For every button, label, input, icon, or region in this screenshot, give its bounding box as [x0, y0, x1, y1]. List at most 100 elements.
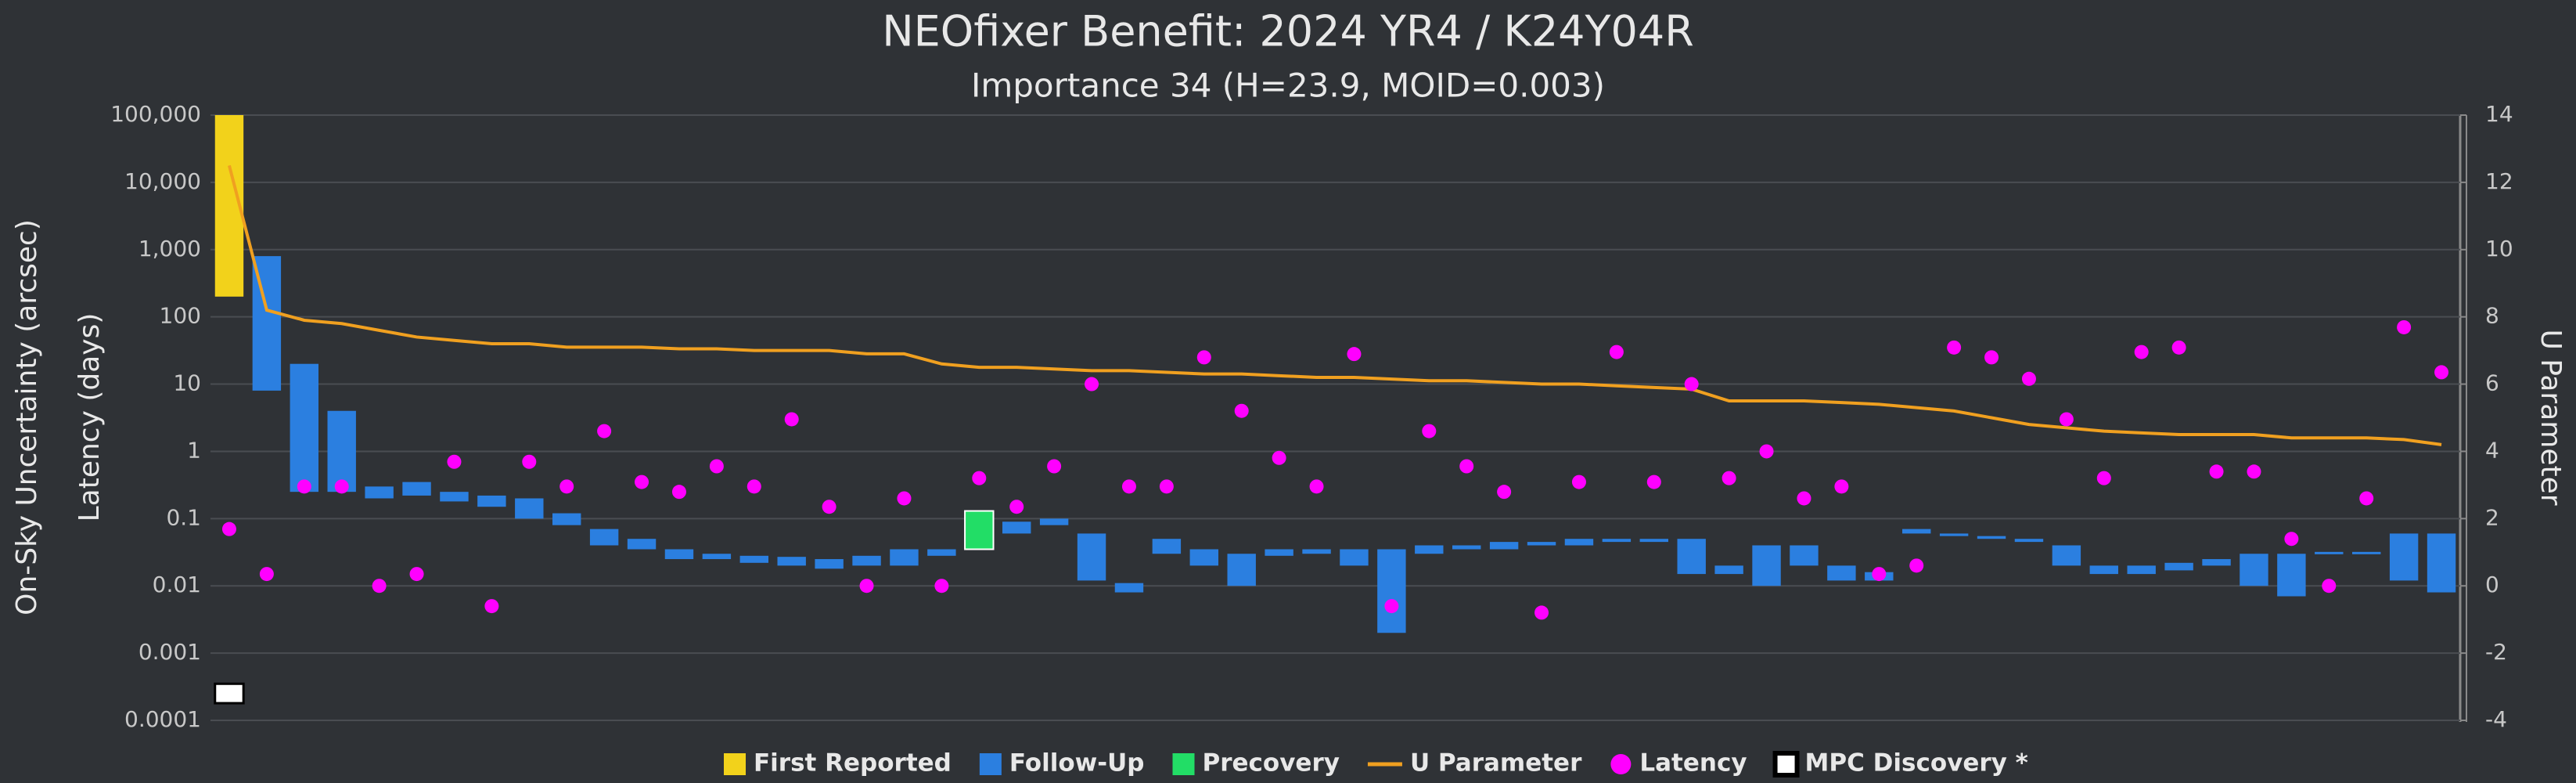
point	[859, 579, 874, 594]
point	[822, 500, 836, 514]
point	[1984, 350, 1999, 365]
bar	[1827, 565, 1856, 581]
y-tick-label: 0.01	[153, 572, 201, 597]
point	[1722, 471, 1736, 485]
point	[1571, 474, 1586, 489]
legend-item: Latency	[1610, 749, 1747, 778]
legend-swatch	[1172, 753, 1195, 775]
bar	[964, 510, 995, 550]
point	[259, 567, 274, 582]
point	[2171, 340, 2186, 355]
bar	[1152, 539, 1182, 554]
point	[635, 474, 649, 489]
grid	[210, 114, 2460, 721]
point	[522, 454, 537, 469]
legend-swatch	[1772, 751, 1800, 778]
bar	[290, 363, 318, 493]
bar	[327, 410, 356, 493]
y2-tick-label: 0	[2485, 572, 2499, 597]
legend-item: Precovery	[1172, 749, 1340, 778]
bar	[1527, 542, 1556, 546]
point	[1684, 377, 1699, 392]
y2-tick-label: 6	[2485, 370, 2499, 396]
bar	[1077, 533, 1106, 581]
legend-swatch	[724, 753, 746, 775]
point	[1085, 377, 1099, 392]
bar	[515, 498, 544, 519]
chart-subtitle: Importance 34 (H=23.9, MOID=0.003)	[971, 67, 1605, 105]
point	[1646, 474, 1661, 489]
legend-item: First Reported	[724, 749, 952, 778]
point	[1422, 424, 1437, 438]
y2-tick-label: 2	[2485, 504, 2499, 530]
bar	[739, 555, 768, 563]
bar	[2164, 562, 2193, 571]
bar	[440, 492, 469, 502]
point	[447, 454, 462, 469]
point	[2397, 319, 2412, 334]
bar	[702, 554, 732, 560]
legend: First Reported Follow-Up Precovery U Parame…	[724, 749, 2028, 778]
bar	[2202, 559, 2231, 566]
y2-tick-label: 4	[2485, 437, 2499, 463]
point	[2284, 532, 2299, 547]
point	[934, 579, 949, 594]
point	[2096, 471, 2111, 485]
point	[1309, 479, 1324, 494]
bar	[1002, 521, 1031, 534]
bar	[2240, 554, 2268, 586]
bar	[1752, 545, 1781, 586]
point	[597, 424, 612, 438]
point	[1609, 345, 1624, 359]
point	[1497, 485, 1512, 500]
y-tick-label: 1,000	[139, 236, 201, 262]
bar	[1340, 549, 1369, 566]
point	[784, 412, 799, 427]
y2-tick-label: -2	[2485, 639, 2507, 665]
bar	[2352, 551, 2381, 554]
bar	[1189, 549, 1218, 566]
point	[1834, 479, 1849, 494]
y2-tick-label: 8	[2485, 303, 2499, 329]
point	[1234, 403, 1249, 418]
bar	[1302, 549, 1331, 554]
bar	[1714, 565, 1743, 575]
point	[1047, 459, 1062, 474]
bar	[1602, 539, 1632, 543]
bar	[1415, 545, 1444, 554]
point	[2247, 464, 2261, 479]
legend-swatch	[979, 753, 1002, 775]
bar	[2127, 565, 2156, 575]
bar	[627, 539, 657, 550]
point	[409, 567, 424, 582]
y2-tick-label: 12	[2485, 168, 2513, 194]
point	[972, 471, 987, 485]
bar	[777, 557, 806, 566]
bar	[1902, 529, 1931, 534]
point	[221, 521, 236, 536]
point	[2322, 579, 2337, 594]
point	[372, 579, 387, 594]
point	[1797, 491, 1811, 506]
point	[1159, 479, 1174, 494]
bar	[890, 549, 919, 566]
bar	[2052, 545, 2081, 566]
point	[1872, 567, 1887, 582]
bar	[1639, 539, 1668, 543]
point	[559, 479, 574, 494]
legend-label: Follow-Up	[1009, 749, 1145, 778]
y-tick-label: 100,000	[110, 101, 201, 127]
legend-item: MPC Discovery *	[1772, 749, 2028, 778]
point	[1196, 350, 1211, 365]
bar	[1265, 549, 1293, 556]
point	[297, 479, 311, 494]
bar	[2277, 554, 2306, 597]
y2-axis-label: U Parameter	[2535, 329, 2567, 505]
bar	[1677, 539, 1706, 575]
point	[1759, 444, 1774, 459]
bar	[552, 513, 581, 525]
bar	[1564, 539, 1594, 546]
point	[484, 599, 499, 614]
bar	[1790, 545, 1819, 566]
